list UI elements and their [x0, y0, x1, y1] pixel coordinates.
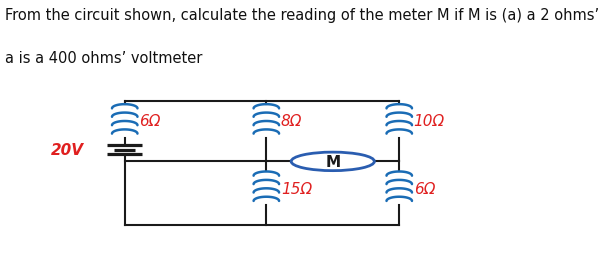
Text: a is a 400 ohms’ voltmeter: a is a 400 ohms’ voltmeter — [5, 51, 202, 66]
Text: 8Ω: 8Ω — [281, 114, 302, 129]
Text: From the circuit shown, calculate the reading of the meter M if M is (a) a 2 ohm: From the circuit shown, calculate the re… — [5, 8, 602, 23]
Text: 15Ω: 15Ω — [281, 181, 312, 196]
Text: 6Ω: 6Ω — [139, 114, 161, 129]
Text: 6Ω: 6Ω — [414, 181, 435, 196]
Text: 10Ω: 10Ω — [414, 114, 445, 129]
Text: M: M — [325, 154, 340, 169]
Text: 20V: 20V — [51, 142, 84, 157]
